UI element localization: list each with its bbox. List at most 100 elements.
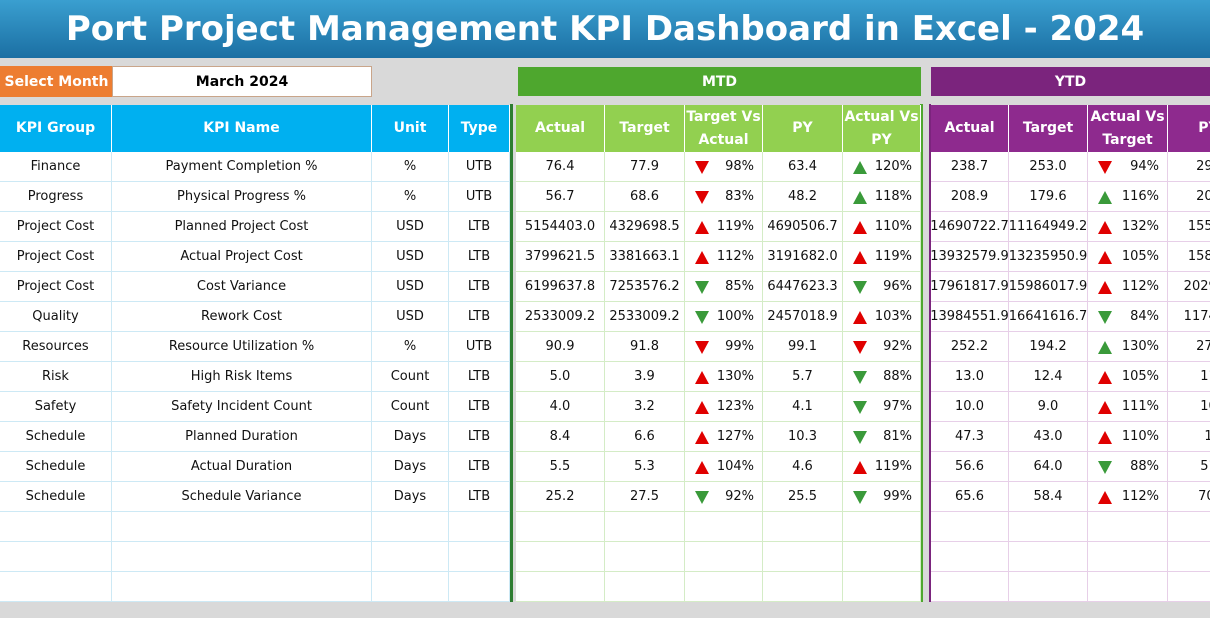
table-cell: Project Cost xyxy=(0,212,112,242)
arrow-shape xyxy=(695,461,709,474)
table-cell: Count xyxy=(372,362,449,392)
arrow-down xyxy=(1098,461,1112,474)
empty-cell xyxy=(0,542,112,572)
empty-cell xyxy=(1088,542,1168,572)
table-cell: Days xyxy=(372,452,449,482)
empty-cell xyxy=(1168,542,1210,572)
arrow-shape xyxy=(695,311,709,324)
table-cell: 5.3 xyxy=(605,452,685,482)
table-cell: Planned Project Cost xyxy=(112,212,372,242)
empty-cell xyxy=(112,542,372,572)
table-cell: 81% xyxy=(843,422,921,452)
arrow-up xyxy=(695,401,709,414)
table-cell: LTB xyxy=(449,362,510,392)
table-cell: % xyxy=(372,332,449,362)
table-cell: 119% xyxy=(843,452,921,482)
empty-cell xyxy=(1168,572,1210,602)
table-cell: USD xyxy=(372,272,449,302)
table-cell: 17961817.9 xyxy=(931,272,1009,302)
arrow-shape xyxy=(695,371,709,384)
table-cell: 2533009.2 xyxy=(605,302,685,332)
table-cell: 27.5 xyxy=(605,482,685,512)
mtd-banner: MTD xyxy=(518,67,921,96)
column-header: Target xyxy=(1009,105,1088,152)
arrow-down xyxy=(853,281,867,294)
table-cell: 4.0 xyxy=(516,392,605,422)
arrow-shape xyxy=(695,401,709,414)
table-cell: 11 xyxy=(1168,362,1210,392)
table-cell: 5154403.0 xyxy=(516,212,605,242)
table-cell: 130% xyxy=(685,362,763,392)
empty-cell xyxy=(763,512,843,542)
empty-cell xyxy=(931,512,1009,542)
table-cell: 13932579.9 xyxy=(931,242,1009,272)
divider xyxy=(510,104,513,602)
arrow-shape xyxy=(1098,251,1112,264)
arrow-down xyxy=(695,311,709,324)
table-cell: 15883 xyxy=(1168,242,1210,272)
table-cell: 209 xyxy=(1168,182,1210,212)
table-cell: 15986017.9 xyxy=(1009,272,1088,302)
arrow-shape xyxy=(695,431,709,444)
table-cell: 96% xyxy=(843,272,921,302)
table-cell: 202968 xyxy=(1168,272,1210,302)
arrow-shape xyxy=(1098,461,1112,474)
table-cell: 9.0 xyxy=(1009,392,1088,422)
arrow-up xyxy=(853,461,867,474)
arrow-shape xyxy=(695,251,709,264)
table-cell: Cost Variance xyxy=(112,272,372,302)
table-cell: 15572 xyxy=(1168,212,1210,242)
table-cell: 132% xyxy=(1088,212,1168,242)
table-cell: 105% xyxy=(1088,362,1168,392)
arrow-up xyxy=(695,251,709,264)
title: Port Project Management KPI Dashboard in… xyxy=(0,0,1210,58)
arrow-shape xyxy=(695,191,709,204)
arrow-shape xyxy=(695,281,709,294)
arrow-down xyxy=(695,281,709,294)
table-cell: Rework Cost xyxy=(112,302,372,332)
empty-cell xyxy=(843,512,921,542)
table-cell: Finance xyxy=(0,152,112,182)
arrow-shape xyxy=(1098,341,1112,354)
empty-cell xyxy=(449,572,510,602)
arrow-up xyxy=(1098,371,1112,384)
table-cell: Actual Project Cost xyxy=(112,242,372,272)
arrow-shape xyxy=(1098,401,1112,414)
column-header: Actual xyxy=(516,105,605,152)
arrow-down xyxy=(853,371,867,384)
ytd-banner: YTD xyxy=(931,67,1210,96)
table-cell: 4.6 xyxy=(763,452,843,482)
table-cell: Days xyxy=(372,422,449,452)
table-cell: 58.4 xyxy=(1009,482,1088,512)
table-cell: Physical Progress % xyxy=(112,182,372,212)
arrow-shape xyxy=(695,341,709,354)
table-cell: Progress xyxy=(0,182,112,212)
table-cell: 10.0 xyxy=(931,392,1009,422)
table-cell: 179.6 xyxy=(1009,182,1088,212)
column-header: PY xyxy=(763,105,843,152)
table-cell: 5.0 xyxy=(516,362,605,392)
arrow-shape xyxy=(1098,161,1112,174)
table-cell: 130% xyxy=(1088,332,1168,362)
table-cell: 51 xyxy=(1168,452,1210,482)
table-cell: 6447623.3 xyxy=(763,272,843,302)
empty-cell xyxy=(1009,572,1088,602)
table-cell: Schedule xyxy=(0,422,112,452)
column-header: PY xyxy=(1168,105,1210,152)
table-cell: 10.3 xyxy=(763,422,843,452)
table-cell: 100% xyxy=(685,302,763,332)
column-header: Actual Vs Target xyxy=(1088,105,1168,152)
arrow-shape xyxy=(853,161,867,174)
divider xyxy=(929,104,931,602)
table-cell: 4.1 xyxy=(763,392,843,422)
column-header: KPI Group xyxy=(0,105,112,152)
arrow-up xyxy=(695,371,709,384)
table-cell: 5.5 xyxy=(516,452,605,482)
table-cell: 10 xyxy=(1168,392,1210,422)
arrow-shape xyxy=(853,311,867,324)
arrow-up xyxy=(853,191,867,204)
empty-cell xyxy=(763,542,843,572)
table-cell: 272 xyxy=(1168,332,1210,362)
month-selector[interactable]: March 2024 xyxy=(112,66,372,97)
arrow-up xyxy=(1098,251,1112,264)
